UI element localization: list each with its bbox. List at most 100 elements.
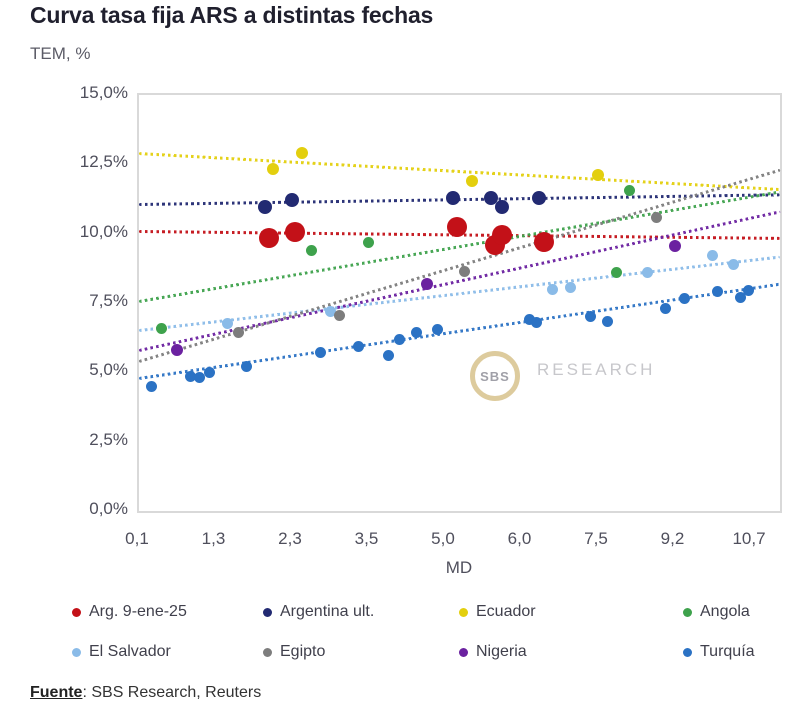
x-tick-label: 7,5 [584,529,608,548]
y-tick-label: 0,0% [89,499,128,518]
legend-marker-icon [459,647,468,657]
data-point [660,303,671,314]
data-point [233,326,244,338]
legend-marker-icon [72,647,81,657]
legend-label: Angola [700,603,750,620]
source-label: Fuente [30,684,83,701]
data-point [421,277,434,290]
x-tick-label: 6,0 [507,529,532,548]
legend-label: Nigeria [476,643,527,660]
data-point [155,322,167,334]
source-text: : SBS Research, Reuters [82,684,262,701]
data-point [651,211,662,223]
data-point [610,267,622,278]
data-point [523,314,535,326]
legend-marker-icon [683,607,692,617]
data-point [495,200,510,215]
data-point [203,366,215,378]
source-note: Fuente: SBS Research, Reuters [30,684,261,702]
x-tick-label: 9,2 [660,529,685,548]
data-point [601,315,613,327]
data-point [315,347,327,359]
data-point [446,216,467,237]
data-point [353,340,365,352]
data-point [266,162,279,175]
x-tick-label: 2,3 [278,529,302,548]
data-point [564,282,576,294]
data-point [532,190,547,205]
data-point [285,193,299,208]
data-point [642,267,653,278]
y-tick-label: 10,0% [79,221,128,241]
sbs-research-wordmark: RESEARCH [537,360,656,379]
data-point [240,361,252,373]
data-point [492,225,513,246]
legend-label: Arg. 9-ene-25 [89,603,187,620]
data-point [146,380,158,392]
legend-item: El Salvador [72,641,171,663]
data-point [592,169,604,182]
data-point [171,344,184,357]
data-point [445,190,460,205]
data-point [712,286,724,298]
sbs-logo-text: SBS [480,368,510,384]
data-point [184,371,196,382]
legend-item: Nigeria [459,641,527,663]
x-tick-label: 5,0 [431,529,455,548]
legend-item: Turquía [683,641,755,663]
y-tick-label: 7,5% [89,291,128,310]
y-axis-title: TEM, % [30,44,91,63]
trend-line [138,190,781,303]
data-point [258,200,273,215]
plot-area: SBS RESEARCH [137,93,782,513]
legend-label: Egipto [280,643,326,660]
data-point [221,318,233,330]
data-point [363,236,374,248]
y-tick-label: 12,5% [79,152,128,172]
data-point [465,175,478,187]
data-point [584,311,596,323]
legend-marker-icon [683,647,692,657]
data-point [194,372,206,384]
legend-label: Ecuador [476,603,536,620]
data-point [483,190,498,205]
plot-canvas [138,95,781,511]
legend-marker-icon [263,647,272,657]
data-point [334,310,346,321]
y-tick-label: 5,0% [89,360,128,380]
data-point [534,232,555,252]
data-point [727,258,739,270]
data-point [546,283,558,295]
x-tick-label: 3,5 [354,529,379,548]
x-tick-label: 1,3 [201,529,226,548]
chart-title: Curva tasa fija ARS a distintas fechas [30,2,434,28]
legend-item: Angola [683,601,750,623]
data-point [305,244,317,256]
data-point [383,350,395,362]
data-point [624,185,635,197]
legend-item: Egipto [263,641,325,663]
legend-label: El Salvador [89,643,171,660]
data-point [411,326,423,338]
trend-line [138,151,781,191]
sbs-logo-icon: SBS [470,351,520,401]
legend-item: Ecuador [459,601,536,623]
legend-label: Argentina ult. [280,603,375,620]
legend-marker-icon [459,607,468,617]
legend-marker-icon [263,607,272,617]
legend-marker-icon [72,607,81,617]
legend-item: Arg. 9-ene-25 [72,601,187,623]
data-point [324,305,336,317]
x-tick-label: 0,1 [125,529,149,548]
data-point [743,285,754,296]
data-point [295,147,308,160]
data-point [285,222,306,243]
legend-item: Argentina ult. [263,601,374,623]
data-point [531,316,543,328]
x-tick-label: 10,7 [732,529,766,548]
data-point [458,265,470,277]
data-point [707,250,719,262]
data-point [259,227,280,248]
data-point [668,240,681,253]
